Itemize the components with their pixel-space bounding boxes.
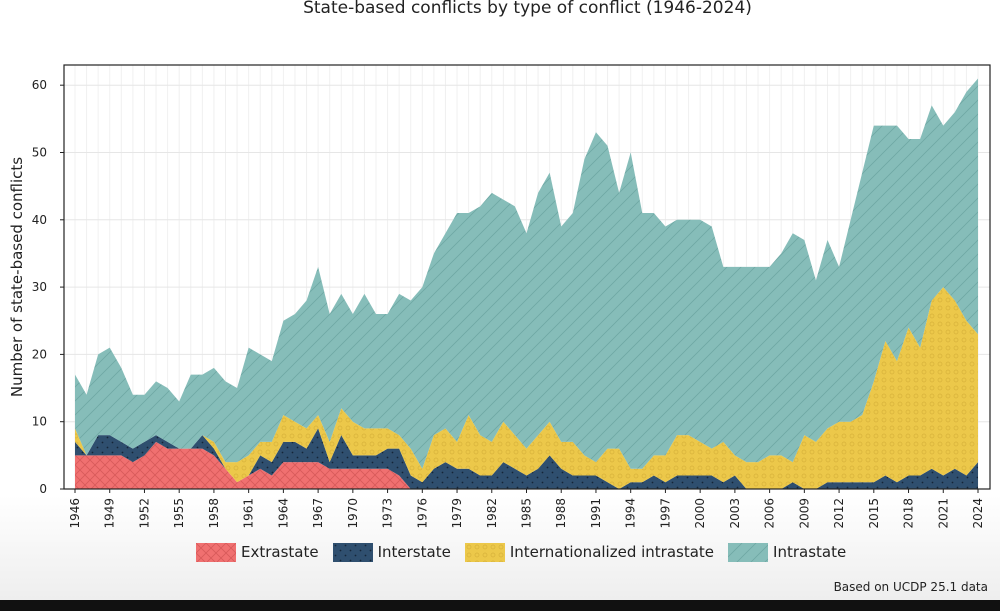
legend-label-internationalized-intrastate: Internationalized intrastate [509, 543, 715, 561]
x-tick-label: 1976 [415, 498, 429, 529]
source-note: Based on UCDP 25.1 data [833, 580, 988, 594]
x-tick-label: 1970 [346, 498, 360, 529]
x-tick-label: 1982 [485, 498, 499, 529]
x-tick-label: 1961 [242, 498, 256, 529]
intrastate-swatch-icon [728, 542, 769, 562]
legend-label-intrastate: Intrastate [773, 543, 847, 561]
x-tick-label: 2009 [797, 498, 811, 529]
legend-item-intrastate: Intrastate [728, 542, 847, 562]
internationalized-intrastate-swatch-icon [464, 542, 505, 562]
y-axis-title: Number of state-based conflicts [8, 157, 26, 397]
y-tick-label: 40 [32, 213, 47, 227]
x-tick-label: 1991 [589, 498, 603, 529]
x-tick-label: 1967 [311, 498, 325, 529]
x-tick-label: 2021 [936, 498, 950, 529]
x-tick-label: 1994 [624, 498, 638, 529]
legend: Extrastate Interstate Internationalized … [196, 541, 860, 563]
x-tick-label: 1949 [103, 498, 117, 529]
y-tick-label: 0 [39, 482, 47, 496]
x-tick-label: 2018 [902, 498, 916, 529]
x-tick-label: 1946 [68, 498, 82, 529]
x-tick-label: 2006 [763, 498, 777, 529]
legend-item-extrastate: Extrastate [196, 542, 319, 562]
legend-item-interstate: Interstate [332, 542, 451, 562]
area-extrastate [75, 441, 978, 489]
interstate-swatch-icon [332, 542, 373, 562]
area-internationalized-intrastate [75, 287, 978, 489]
area-interstate [75, 428, 978, 489]
x-tick-label: 1964 [276, 498, 290, 529]
y-tick-label: 10 [32, 415, 47, 429]
y-tick-label: 50 [32, 145, 47, 159]
x-tick-label: 1952 [137, 498, 151, 529]
legend-label-interstate: Interstate [377, 543, 451, 561]
extrastate-swatch-icon [196, 542, 236, 562]
x-tick-label: 1985 [520, 498, 534, 529]
x-tick-label: 1958 [207, 498, 221, 529]
x-tick-label: 2024 [971, 498, 985, 529]
x-tick-label: 1973 [381, 498, 395, 529]
x-tick-label: 1979 [450, 498, 464, 529]
x-tick-label: 2015 [867, 498, 881, 529]
y-tick-label: 60 [32, 78, 47, 92]
x-tick-label: 2000 [693, 498, 707, 529]
area-intrastate [75, 78, 978, 469]
x-tick-label: 1988 [554, 498, 568, 529]
x-tick-label: 1955 [172, 498, 186, 529]
x-tick-label: 2012 [832, 498, 846, 529]
x-tick-label: 1997 [658, 498, 672, 529]
bottom-bar [0, 600, 1000, 611]
legend-item-internationalized-intrastate: Internationalized intrastate [464, 542, 715, 562]
stacked-areas [75, 78, 978, 489]
x-tick-label: 2003 [728, 498, 742, 529]
y-tick-label: 20 [32, 347, 47, 361]
y-tick-label: 30 [32, 280, 47, 294]
chart-title: State-based conflicts by type of conflic… [303, 0, 752, 18]
legend-label-extrastate: Extrastate [241, 543, 319, 561]
axes: 0 10 20 30 40 50 60 1946 1949 1952 1955 1958 1961 196… [8, 64, 991, 529]
